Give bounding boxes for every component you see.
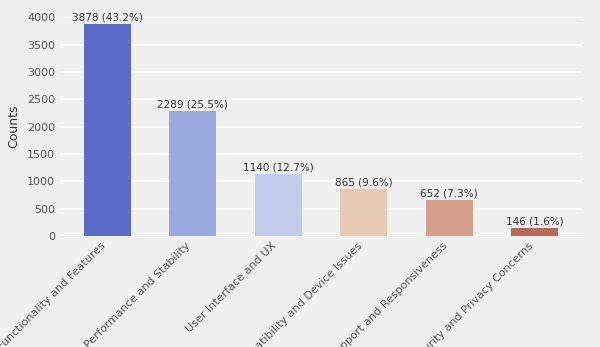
- Text: 865 (9.6%): 865 (9.6%): [335, 177, 392, 187]
- Text: 1140 (12.7%): 1140 (12.7%): [243, 162, 314, 172]
- Text: 146 (1.6%): 146 (1.6%): [506, 216, 563, 226]
- Text: 652 (7.3%): 652 (7.3%): [421, 189, 478, 199]
- Bar: [255, 174, 302, 236]
- Bar: [84, 24, 131, 236]
- Bar: [340, 189, 387, 236]
- Y-axis label: Counts: Counts: [7, 105, 20, 149]
- Bar: [511, 228, 558, 236]
- Text: 3878 (43.2%): 3878 (43.2%): [72, 12, 143, 22]
- Bar: [426, 200, 473, 236]
- Bar: [169, 111, 216, 236]
- Text: 2289 (25.5%): 2289 (25.5%): [157, 99, 228, 109]
